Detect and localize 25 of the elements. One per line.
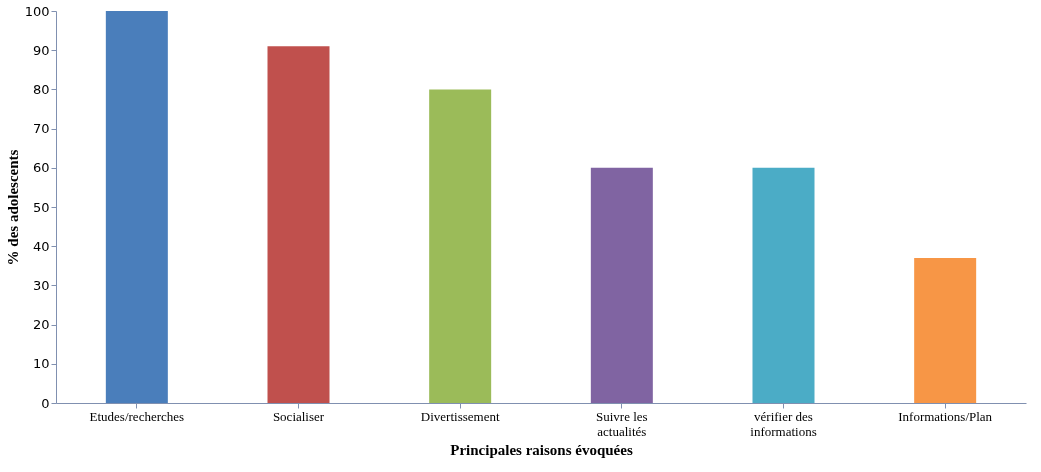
y-tick-label: 0 xyxy=(41,395,50,411)
x-tick-label: vérifier des informations xyxy=(750,408,817,439)
x-tick-label: Informations/Plan xyxy=(898,408,993,424)
y-tick-label: 90 xyxy=(32,42,50,58)
bar xyxy=(429,89,492,403)
x-tick-label: Suivre les actualités xyxy=(596,408,648,439)
bar xyxy=(267,46,330,403)
y-tick-label: 20 xyxy=(32,317,50,333)
y-tick-label: 30 xyxy=(32,277,50,293)
y-tick-label: 10 xyxy=(32,356,50,372)
y-axis-title: % des adolescents xyxy=(4,149,21,266)
bar xyxy=(105,11,168,403)
x-tick-label: Etudes/recherches xyxy=(89,408,185,424)
bar xyxy=(590,167,653,403)
x-axis-title: Principales raisons évoquées xyxy=(450,441,633,458)
x-tick-label: Divertissement xyxy=(420,408,500,424)
bar xyxy=(752,167,815,403)
y-tick-label: 70 xyxy=(32,121,50,137)
y-tick-label: 50 xyxy=(32,199,50,215)
x-tick-label: Socialiser xyxy=(272,408,325,424)
y-tick-label: 80 xyxy=(32,81,50,97)
bar xyxy=(914,257,977,403)
y-tick-label: 100 xyxy=(24,3,50,19)
y-tick-label: 60 xyxy=(32,160,50,176)
y-tick-label: 40 xyxy=(32,238,50,254)
